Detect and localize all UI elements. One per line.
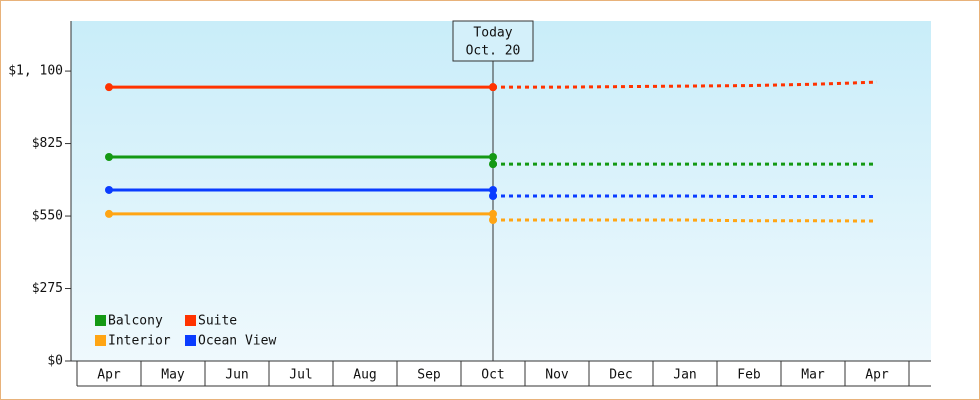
x-tick-label: May (161, 368, 185, 383)
point (105, 153, 113, 161)
point (489, 153, 497, 161)
forecast-line (493, 80, 878, 89)
point (489, 215, 497, 224)
x-tick-label: Jun (225, 368, 248, 383)
forecast-line (493, 194, 877, 199)
point (489, 185, 497, 194)
forecast-line (493, 218, 878, 223)
legend-swatch (95, 335, 106, 346)
x-tick-label: Jan (673, 368, 696, 383)
today-label: Today (473, 26, 512, 41)
point (105, 209, 113, 218)
legend-swatch (95, 315, 106, 326)
point (489, 209, 497, 218)
point (489, 160, 497, 169)
legend-label: Ocean View (198, 334, 276, 349)
legend-label: Suite (198, 314, 237, 329)
y-tick-label: $825 (32, 136, 63, 151)
x-tick-label: Aug (353, 368, 376, 383)
x-tick-label: Apr (97, 368, 121, 383)
y-tick-label: $1, 100 (8, 64, 63, 79)
x-tick-label: Oct (481, 368, 504, 383)
x-tick-label: Jul (289, 368, 312, 383)
x-tick-label: Feb (737, 368, 761, 383)
y-tick-label: $550 (32, 209, 63, 224)
point (105, 185, 113, 194)
point (489, 83, 497, 92)
today-box (452, 20, 534, 62)
legend-swatch (185, 335, 196, 346)
today-label: Oct. 20 (466, 44, 521, 59)
x-tick-label: Mar (801, 368, 825, 383)
legend-label: Interior (108, 334, 171, 349)
point (489, 192, 497, 201)
x-tick-label: Sep (417, 368, 441, 383)
y-tick-label: $275 (32, 281, 63, 296)
legend-label: Balcony (108, 314, 163, 329)
legend-swatch (185, 315, 196, 326)
x-tick-label: Nov (545, 368, 569, 383)
x-tick-label: Apr (865, 368, 889, 383)
x-tick-label: Dec (609, 368, 632, 383)
y-tick-label: $0 (47, 354, 63, 369)
point (105, 83, 113, 92)
